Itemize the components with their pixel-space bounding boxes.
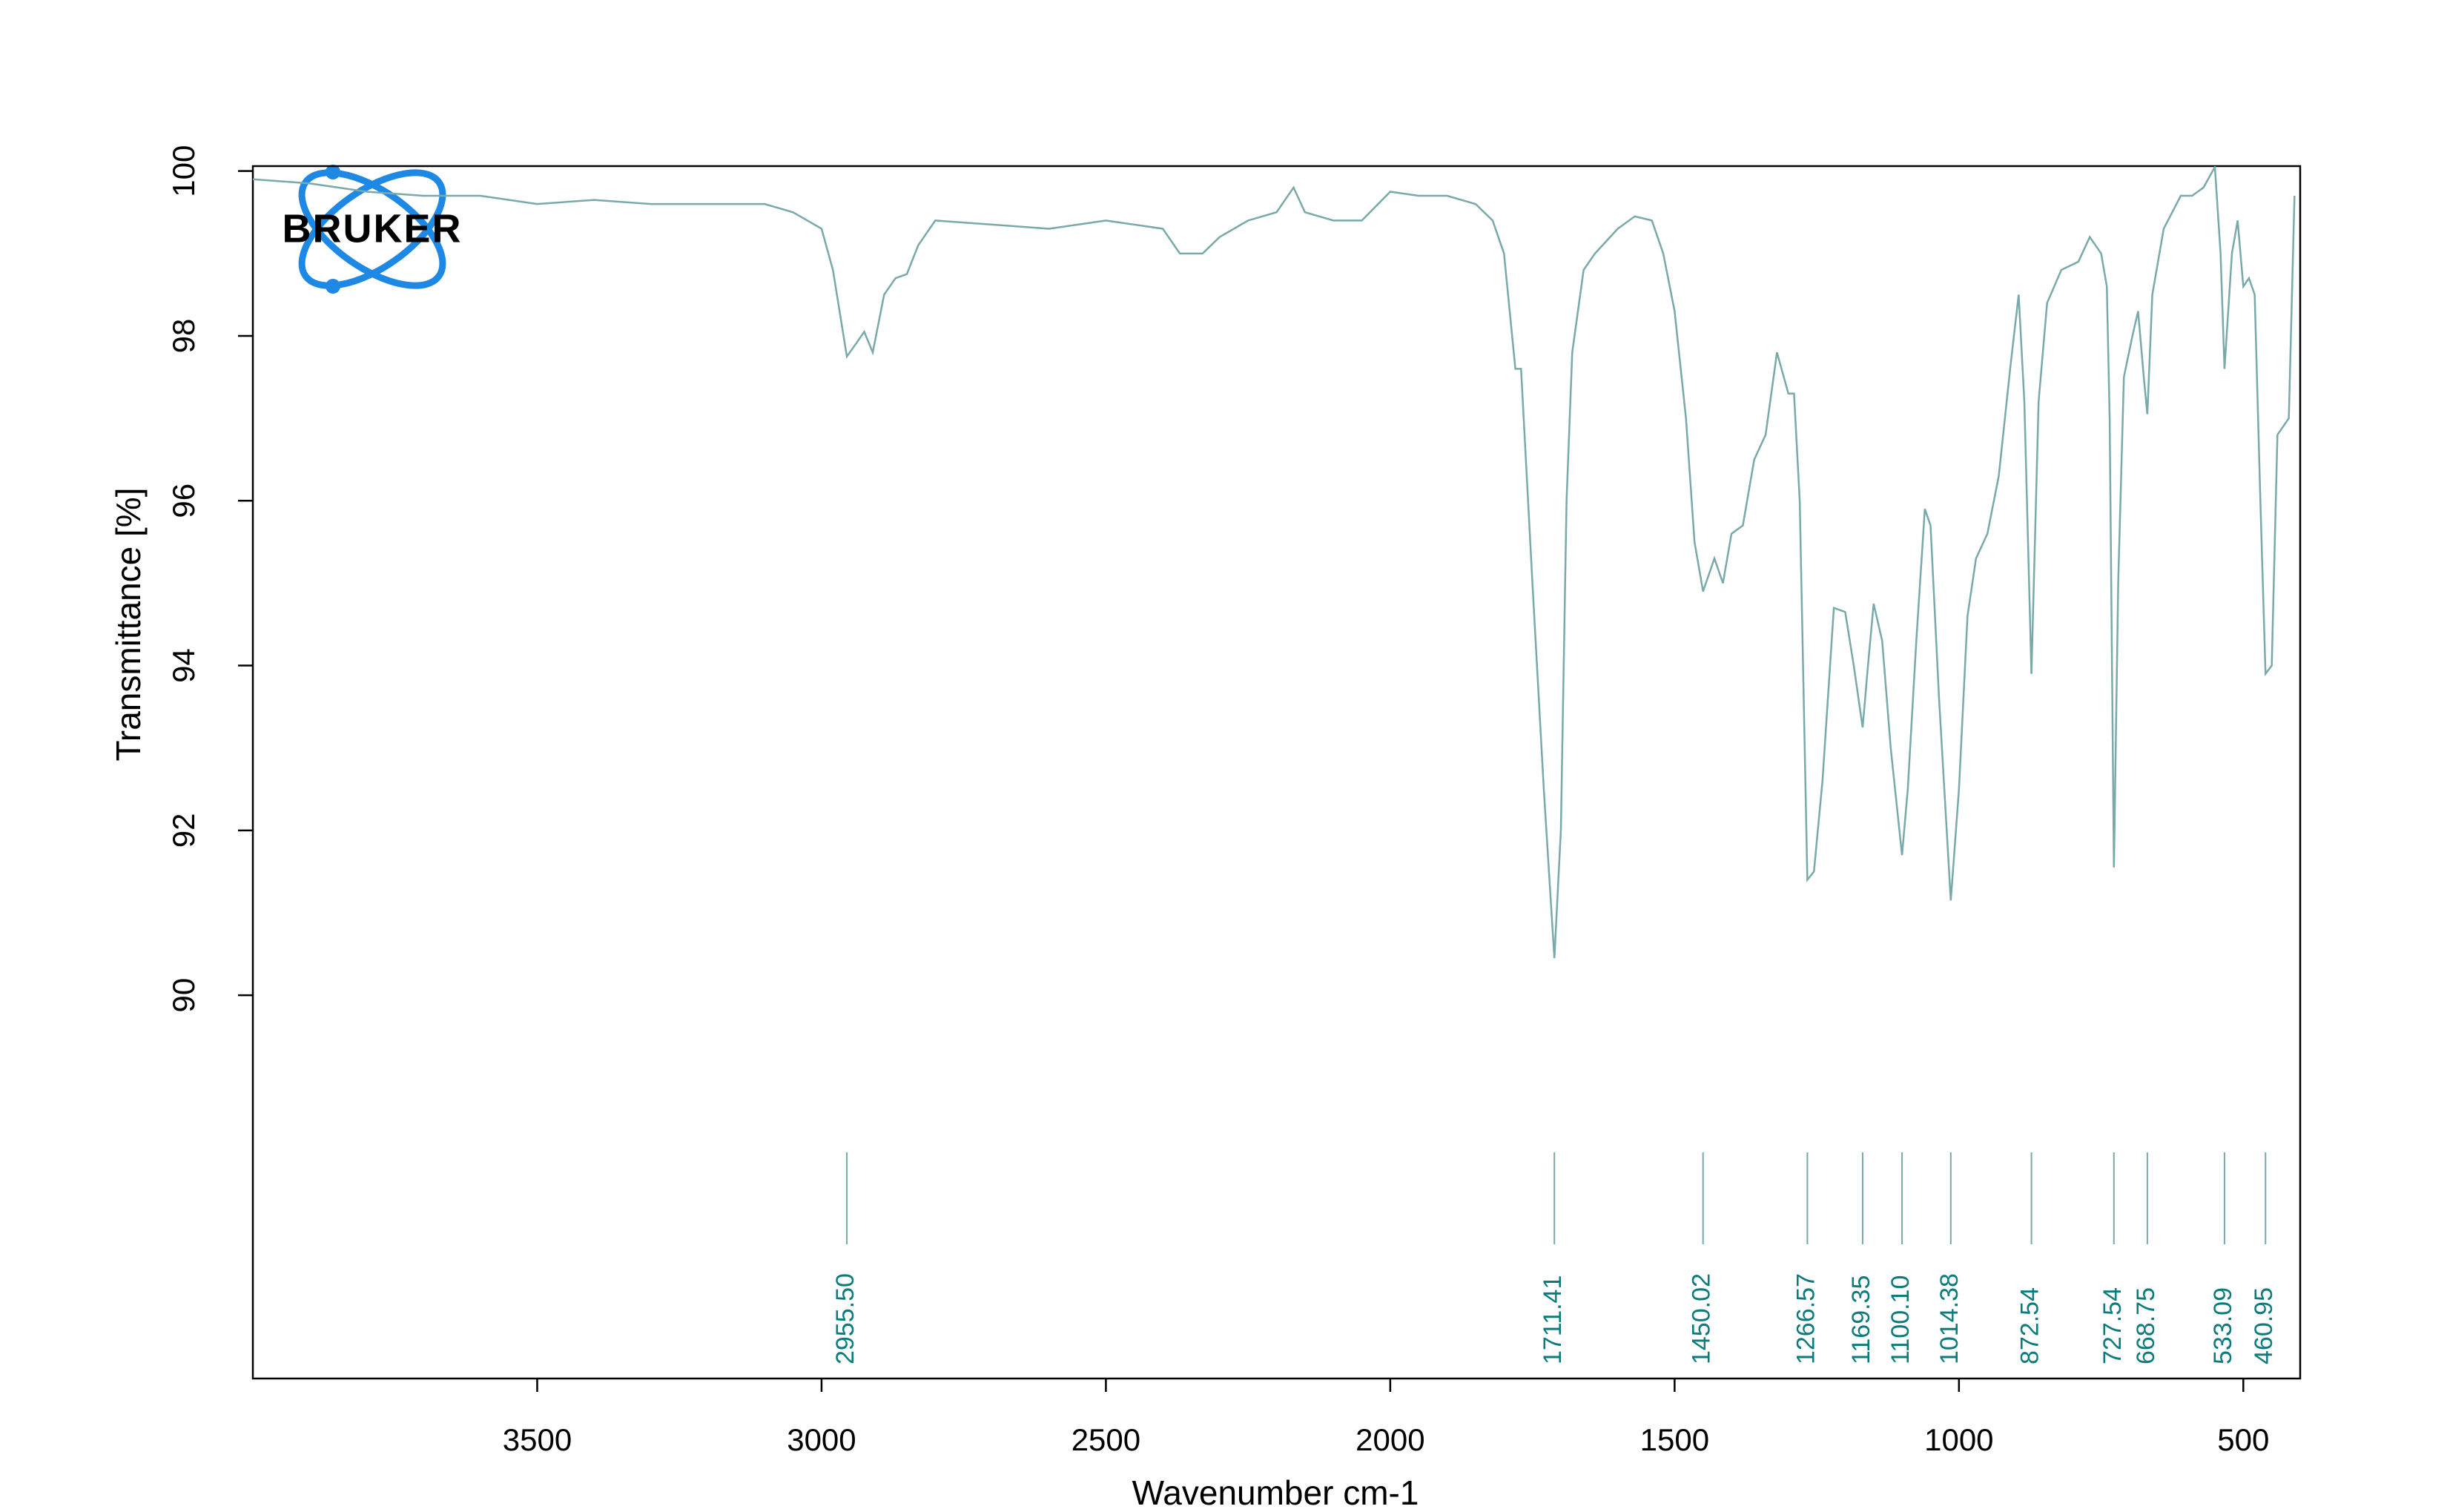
x-tick-label: 500 <box>2217 1422 2269 1457</box>
y-tick-label: 90 <box>166 978 201 1013</box>
spectrum-line <box>253 166 2296 959</box>
y-axis-title: Transmittance [%] <box>109 488 148 762</box>
peak-label: 872.54 <box>2016 1287 2044 1364</box>
peak-label: 1100.10 <box>1886 1275 1915 1364</box>
peak-label: 533.09 <box>2209 1287 2237 1364</box>
y-tick-label: 98 <box>166 319 201 354</box>
peak-label: 727.54 <box>2098 1287 2127 1364</box>
x-tick-label: 1500 <box>1640 1422 1709 1457</box>
peak-label: 1014.38 <box>1935 1273 1964 1364</box>
logo-text: BRUKER <box>282 206 462 251</box>
peak-label: 2955.50 <box>831 1273 859 1364</box>
peak-label: 1266.57 <box>1792 1273 1820 1364</box>
x-tick-label: 2000 <box>1355 1422 1424 1457</box>
x-tick-label: 3500 <box>503 1422 572 1457</box>
logo-dot <box>326 279 340 294</box>
plot-frame <box>251 165 2302 1380</box>
logo: BRUKER <box>282 165 462 294</box>
x-tick-label: 1000 <box>1924 1422 1993 1457</box>
x-tick-label: 2500 <box>1071 1422 1140 1457</box>
peak-label: 460.95 <box>2250 1287 2278 1364</box>
x-tick-label: 3000 <box>787 1422 856 1457</box>
peak-label: 668.75 <box>2132 1287 2160 1364</box>
logo-orbit <box>298 169 446 289</box>
x-axis-title: Wavenumber cm-1 <box>1132 1473 1419 1512</box>
peak-label: 1169.35 <box>1847 1275 1875 1364</box>
peak-label: 1711.41 <box>1539 1275 1567 1364</box>
y-tick-label: 94 <box>166 648 201 683</box>
peak-label: 1450.02 <box>1688 1273 1716 1364</box>
y-tick-label: 92 <box>166 813 201 848</box>
logo-dot <box>326 165 340 179</box>
y-tick-label: 96 <box>166 483 201 518</box>
y-tick-label: 100 <box>166 145 201 197</box>
